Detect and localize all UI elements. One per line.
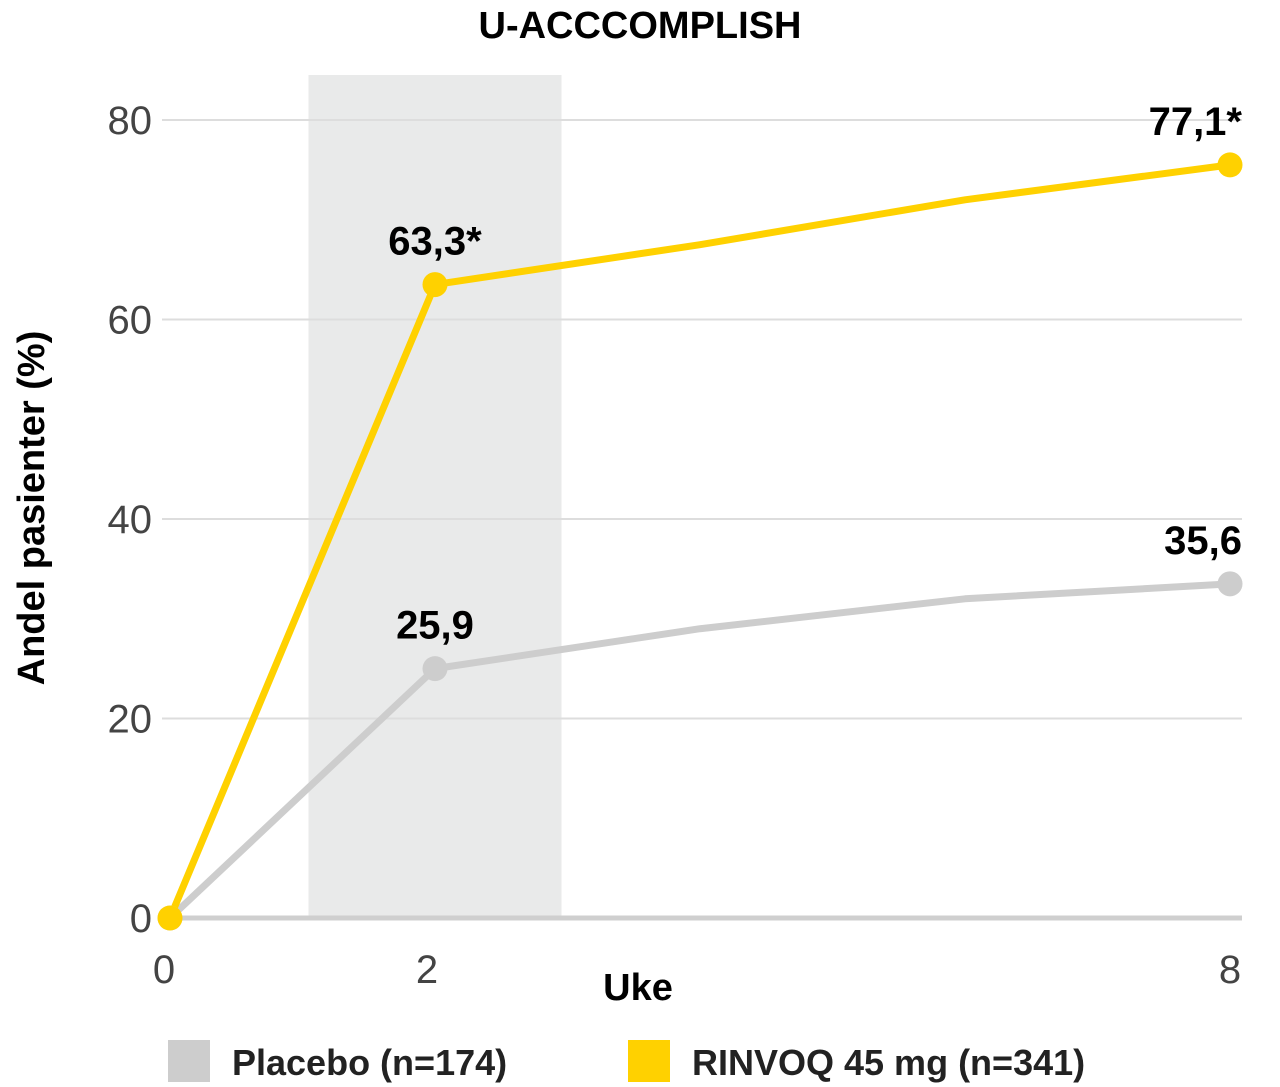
legend-swatch xyxy=(628,1040,670,1082)
legend-swatch xyxy=(168,1040,210,1082)
data-point-0 xyxy=(422,656,448,682)
series-line-0 xyxy=(166,580,1234,922)
y-tick-label: 80 xyxy=(108,99,153,143)
data-label: 63,3* xyxy=(388,220,482,264)
legend: Placebo (n=174) RINVOQ 45 mg (n=341) xyxy=(168,1040,1085,1083)
data-point-1 xyxy=(157,905,183,931)
data-point-0 xyxy=(1217,571,1243,597)
data-label: 77,1* xyxy=(1149,100,1243,144)
x-tick-label: 2 xyxy=(416,948,438,992)
y-tick-label: 60 xyxy=(108,299,153,343)
data-label: 35,6 xyxy=(1164,519,1242,563)
data-point-1 xyxy=(1217,152,1243,178)
series-line-1 xyxy=(166,161,1234,922)
y-tick-label: 20 xyxy=(108,698,153,742)
shaded-region xyxy=(308,75,562,918)
y-axis-label: Andel pasienter (%) xyxy=(11,331,53,686)
chart-title: U-ACCCOMPLISH xyxy=(479,5,802,47)
legend-label: Placebo (n=174) xyxy=(232,1042,507,1083)
data-point-1 xyxy=(422,272,448,298)
x-tick-label: 0 xyxy=(153,948,175,992)
x-tick-label: 8 xyxy=(1219,948,1241,992)
x-axis-label: Uke xyxy=(603,967,673,1009)
data-label: 25,9 xyxy=(396,604,474,648)
legend-label: RINVOQ 45 mg (n=341) xyxy=(692,1042,1085,1083)
y-tick-label: 40 xyxy=(108,498,153,542)
y-tick-label: 0 xyxy=(130,897,152,941)
